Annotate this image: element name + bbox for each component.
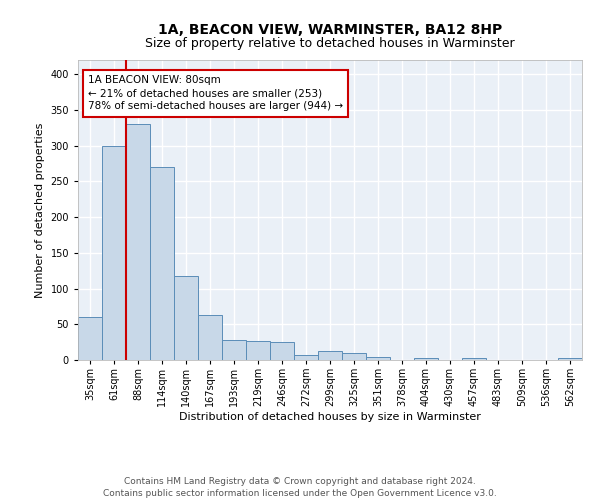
- Bar: [558, 358, 582, 360]
- Text: 1A, BEACON VIEW, WARMINSTER, BA12 8HP: 1A, BEACON VIEW, WARMINSTER, BA12 8HP: [158, 22, 502, 36]
- Text: 1A BEACON VIEW: 80sqm
← 21% of detached houses are smaller (253)
78% of semi-det: 1A BEACON VIEW: 80sqm ← 21% of detached …: [88, 75, 343, 112]
- Bar: [342, 353, 366, 360]
- Text: Size of property relative to detached houses in Warminster: Size of property relative to detached ho…: [145, 38, 515, 51]
- Text: Contains HM Land Registry data © Crown copyright and database right 2024.
Contai: Contains HM Land Registry data © Crown c…: [103, 476, 497, 498]
- Bar: [414, 358, 438, 360]
- Y-axis label: Number of detached properties: Number of detached properties: [35, 122, 45, 298]
- Bar: [270, 342, 294, 360]
- Bar: [294, 355, 318, 360]
- Bar: [462, 358, 486, 360]
- Bar: [174, 276, 198, 360]
- Bar: [126, 124, 150, 360]
- Bar: [78, 317, 102, 360]
- Bar: [246, 340, 270, 360]
- Bar: [318, 352, 342, 360]
- X-axis label: Distribution of detached houses by size in Warminster: Distribution of detached houses by size …: [179, 412, 481, 422]
- Bar: [198, 315, 222, 360]
- Bar: [102, 146, 126, 360]
- Bar: [222, 340, 246, 360]
- Bar: [150, 167, 174, 360]
- Bar: [366, 357, 390, 360]
